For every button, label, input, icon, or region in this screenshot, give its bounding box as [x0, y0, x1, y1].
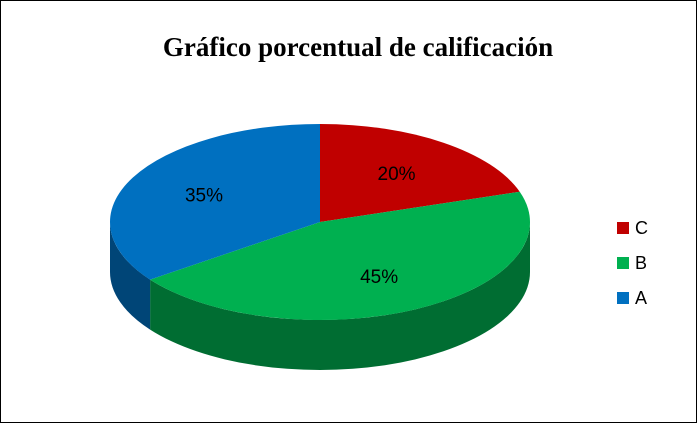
legend-label: C	[635, 218, 648, 238]
pie-side	[150, 222, 530, 370]
legend-swatch	[617, 292, 629, 304]
pie-labels: 20% 45% 35%	[185, 164, 416, 288]
legend-label: B	[635, 253, 647, 273]
pie-slice	[320, 124, 520, 222]
data-label: 45%	[360, 267, 398, 288]
data-label: 20%	[378, 164, 416, 185]
legend-label: A	[635, 288, 647, 308]
pie-side	[110, 222, 151, 330]
pie-sides	[110, 222, 530, 370]
legend: CBA	[617, 218, 648, 308]
pie-slice	[150, 191, 530, 321]
pie-slice	[109, 124, 320, 280]
legend-swatch	[617, 222, 629, 234]
data-label: 35%	[185, 185, 223, 206]
legend-swatch	[617, 257, 629, 269]
pie-tops	[109, 124, 530, 321]
chart-title: Gráfico porcentual de calificación	[163, 32, 553, 62]
